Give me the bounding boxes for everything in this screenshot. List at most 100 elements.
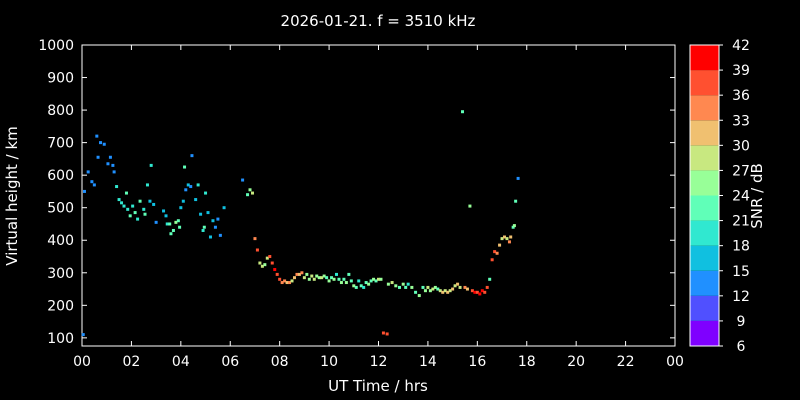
- x-tick-label: 00: [73, 354, 91, 370]
- data-point: [263, 263, 267, 267]
- colorbar-tick-label: 12: [732, 289, 750, 305]
- data-point: [461, 110, 465, 114]
- x-tick-label: 18: [518, 354, 536, 370]
- x-tick-label: 02: [123, 354, 141, 370]
- data-point: [394, 284, 398, 288]
- x-tick-label: 22: [617, 354, 635, 370]
- data-point: [208, 235, 212, 239]
- colorbar-tick-label: 18: [732, 239, 750, 255]
- data-point: [253, 237, 257, 241]
- data-point: [381, 331, 385, 335]
- data-point: [337, 277, 341, 281]
- y-tick-label: 100: [47, 331, 74, 347]
- data-point: [322, 274, 326, 278]
- colorbar-segment: [690, 270, 719, 296]
- data-point: [512, 224, 516, 228]
- data-point: [273, 268, 277, 272]
- data-point: [377, 277, 380, 281]
- y-tick-label: 600: [47, 168, 74, 184]
- data-point: [332, 277, 336, 281]
- data-point: [142, 207, 146, 211]
- data-point: [222, 206, 226, 210]
- data-point: [493, 250, 497, 254]
- data-point: [280, 281, 284, 285]
- data-point: [184, 188, 188, 192]
- x-tick-label: 04: [172, 354, 190, 370]
- data-point: [514, 199, 518, 203]
- colorbar-tick-label: 6: [737, 339, 746, 355]
- data-point: [305, 272, 309, 276]
- colorbar-tick-label: 39: [732, 63, 750, 79]
- data-point: [438, 289, 442, 293]
- data-point: [339, 281, 343, 285]
- data-point: [330, 276, 334, 280]
- data-point: [111, 163, 115, 167]
- data-point: [428, 289, 432, 293]
- data-point: [505, 237, 509, 241]
- data-point: [470, 289, 474, 293]
- data-point: [347, 272, 351, 276]
- colorbar-segment: [690, 95, 719, 121]
- x-axis-label: UT Time / hrs: [328, 377, 428, 395]
- data-point: [148, 199, 152, 203]
- colorbar-tick-label: 27: [732, 163, 750, 179]
- data-point: [334, 272, 338, 276]
- data-point: [179, 206, 183, 210]
- data-point: [297, 272, 301, 276]
- data-point: [278, 277, 282, 281]
- data-point: [92, 183, 96, 187]
- data-point: [218, 233, 222, 237]
- colorbar-segment: [690, 245, 719, 271]
- data-point: [258, 261, 262, 265]
- data-point: [108, 155, 112, 159]
- data-point: [115, 185, 119, 189]
- data-point: [126, 207, 130, 211]
- data-point: [516, 176, 520, 180]
- data-point: [507, 240, 511, 244]
- colorbar-segment: [690, 145, 719, 171]
- data-point: [417, 294, 421, 298]
- data-point: [421, 285, 425, 289]
- data-point: [456, 282, 460, 286]
- colorbar-segment: [690, 170, 719, 196]
- data-point: [317, 276, 321, 280]
- data-point: [344, 281, 348, 285]
- y-tick-label: 700: [47, 136, 74, 152]
- data-point: [162, 209, 166, 213]
- data-point: [260, 264, 264, 268]
- colorbar-tick-label: 21: [732, 214, 750, 230]
- y-tick-label: 200: [47, 298, 74, 314]
- colorbar-segment: [690, 295, 719, 321]
- data-point: [401, 282, 405, 286]
- data-point: [81, 333, 85, 337]
- data-point: [354, 285, 358, 289]
- data-point: [302, 276, 306, 280]
- data-point: [216, 217, 220, 221]
- data-point: [300, 271, 304, 275]
- data-point: [295, 272, 299, 276]
- x-tick-label: 20: [567, 354, 585, 370]
- colorbar-tick-label: 33: [732, 113, 750, 129]
- data-point: [478, 292, 482, 296]
- data-point: [178, 225, 182, 229]
- data-point: [283, 279, 287, 283]
- data-point: [131, 204, 135, 208]
- data-point: [325, 276, 329, 280]
- data-point: [414, 290, 418, 294]
- data-point: [183, 165, 187, 169]
- data-point: [423, 289, 427, 293]
- data-point: [290, 279, 294, 283]
- data-point: [310, 274, 314, 278]
- data-point: [443, 289, 447, 293]
- data-point: [465, 287, 469, 291]
- data-point: [201, 228, 205, 232]
- data-point: [196, 183, 200, 187]
- data-point: [448, 289, 452, 293]
- data-point: [503, 235, 507, 239]
- data-point: [458, 285, 462, 289]
- data-point: [181, 199, 185, 203]
- data-point: [463, 285, 467, 289]
- data-point: [189, 185, 193, 189]
- data-point: [206, 211, 210, 215]
- data-point: [128, 214, 132, 218]
